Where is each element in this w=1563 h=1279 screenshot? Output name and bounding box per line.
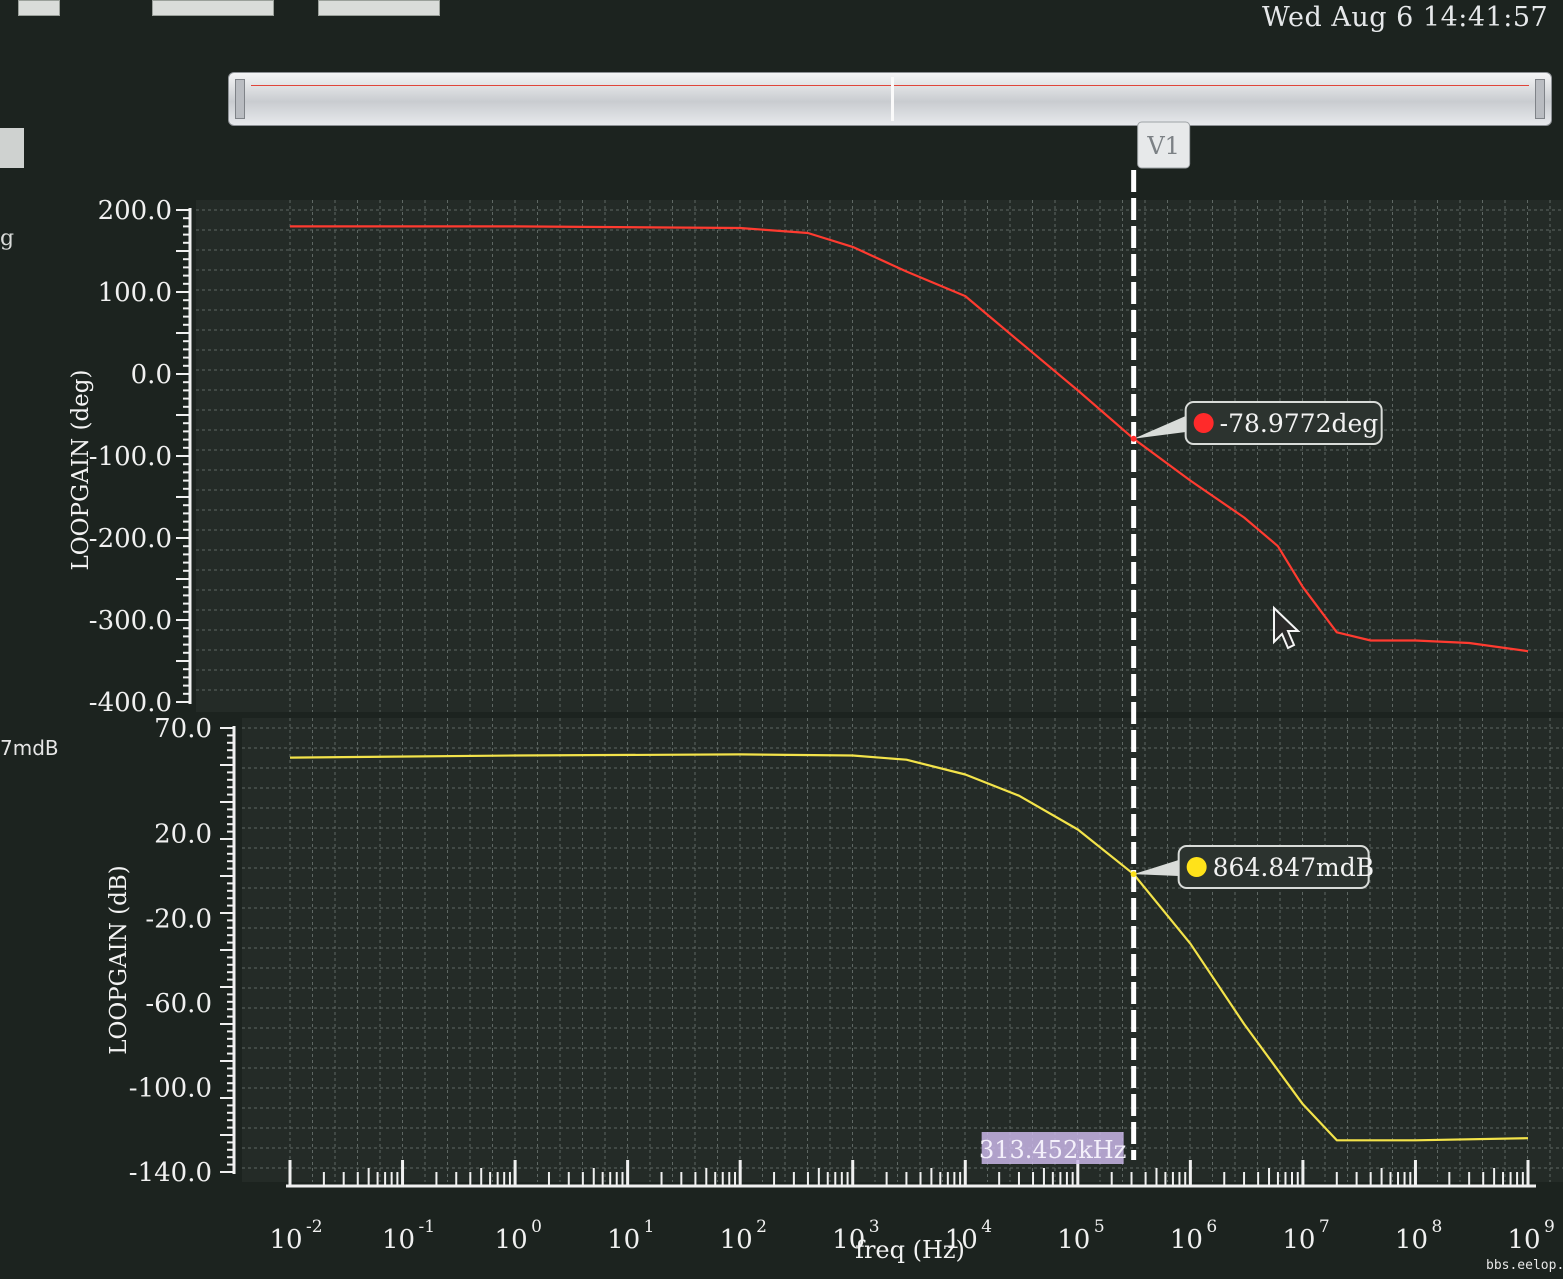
x-tick-exponent: 7: [1319, 1217, 1330, 1237]
y-tick-label: -20.0: [145, 904, 212, 934]
marker-point: [1130, 871, 1137, 878]
y-tick-label: 200.0: [98, 196, 172, 226]
cursor-x-readout: 313.452kHz: [979, 1132, 1126, 1164]
x-tick-label: 10: [495, 1225, 528, 1255]
marker-dot-icon: [1186, 857, 1207, 877]
clock: Wed Aug 6 14:41:57: [1262, 2, 1549, 33]
overview-left-handle[interactable]: [235, 79, 245, 119]
x-tick-exponent: 9: [1544, 1217, 1555, 1237]
x-tick-label: 10: [1170, 1225, 1203, 1255]
plot-area: [242, 718, 1563, 1182]
x-tick-label: 10: [607, 1225, 640, 1255]
watermark: bbs.eelop.cn: [1486, 1258, 1563, 1273]
left-panel-readout: 7mdB: [0, 736, 59, 760]
cursor-label: V1: [1146, 132, 1180, 160]
cursor-x-readout-bg: [981, 1132, 1124, 1164]
x-tick-exponent: 8: [1431, 1217, 1442, 1237]
marker-box: [1177, 845, 1370, 889]
y-tick-label: -100.0: [89, 442, 172, 472]
x-tick-exponent: 6: [1206, 1217, 1217, 1237]
marker-readout[interactable]: -78.9772deg: [1130, 401, 1383, 445]
toolbar-tab[interactable]: [318, 0, 440, 16]
y-tick-label: -100.0: [129, 1073, 212, 1103]
marker-value: 864.847mdB: [1213, 853, 1374, 882]
marker-readout[interactable]: 864.847mdB: [1130, 845, 1374, 889]
y-tick-label: -140.0: [129, 1158, 212, 1188]
x-tick-exponent: -2: [306, 1217, 323, 1237]
y-tick-label: 0.0: [131, 360, 172, 390]
x-tick-exponent: 0: [531, 1217, 542, 1237]
left-panel-button[interactable]: [0, 128, 24, 168]
cursor-x-value: 313.452kHz: [979, 1136, 1126, 1164]
zoom-overview-bar[interactable]: [228, 72, 1552, 126]
y-tick-label: -200.0: [89, 524, 172, 554]
x-tick-exponent: -1: [419, 1217, 436, 1237]
marker-value: -78.9772deg: [1220, 409, 1379, 438]
toolbar-tab[interactable]: [18, 0, 60, 16]
y-tick-label: 100.0: [98, 278, 172, 308]
plot-area: [196, 200, 1563, 712]
x-tick-label: 10: [1057, 1225, 1090, 1255]
marker-box: [1184, 401, 1383, 445]
marker-pointer: [1133, 860, 1179, 876]
marker-dot-icon: [1193, 413, 1214, 433]
x-tick-exponent: 5: [1094, 1217, 1105, 1237]
x-tick-label: 10: [1282, 1225, 1315, 1255]
x-tick-exponent: 2: [756, 1217, 767, 1237]
grid: [196, 200, 1563, 712]
x-tick-exponent: 4: [981, 1217, 992, 1237]
marker-pointer: [1133, 416, 1186, 439]
y-tick-label: -300.0: [89, 606, 172, 636]
x-tick-exponent: 1: [644, 1217, 655, 1237]
y-tick-label: 20.0: [154, 820, 212, 850]
y-tick-label: -400.0: [89, 688, 172, 718]
toolbar-tab[interactable]: [152, 0, 274, 16]
y-axis-title: LOOPGAIN (deg): [68, 370, 94, 571]
x-tick-label: 10: [945, 1225, 978, 1255]
mouse-pointer-icon: [1273, 605, 1301, 650]
x-tick-exponent: 3: [869, 1217, 880, 1237]
y-tick-label: 70.0: [154, 714, 212, 744]
x-tick-label: 10: [269, 1225, 302, 1255]
y-tick-label: -60.0: [145, 989, 212, 1019]
series-line: [289, 753, 1529, 1142]
x-tick-label: 10: [720, 1225, 753, 1255]
overview-position-indicator[interactable]: [891, 77, 894, 121]
cursor-tab-bg[interactable]: [1137, 121, 1191, 169]
grid: [242, 718, 1563, 1182]
marker-point: [1130, 435, 1137, 442]
x-axis-title: freq (Hz): [855, 1236, 965, 1264]
overview-trace: [251, 85, 1529, 86]
x-tick-label: 10: [382, 1225, 415, 1255]
cursor-tab[interactable]: V1: [1137, 121, 1191, 169]
x-tick-label: 10: [1507, 1225, 1540, 1255]
x-tick-label: 10: [832, 1225, 865, 1255]
y-axis-title: LOOPGAIN (dB): [106, 865, 132, 1055]
x-tick-label: 10: [1395, 1225, 1428, 1255]
overview-right-handle[interactable]: [1535, 79, 1545, 119]
left-panel-letter: g: [0, 226, 15, 251]
